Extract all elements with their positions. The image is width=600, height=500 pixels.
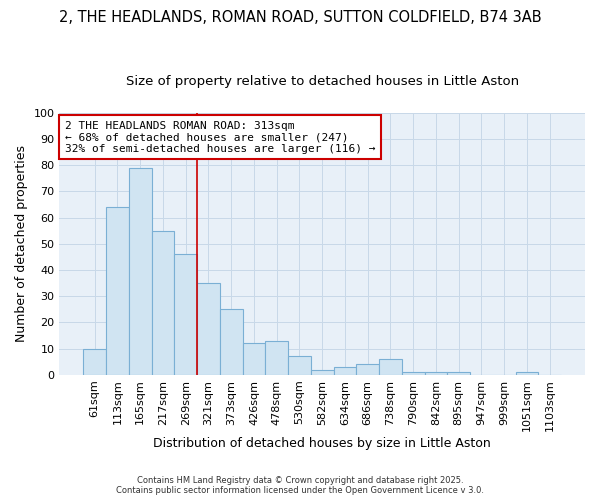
Bar xyxy=(83,348,106,375)
Bar xyxy=(288,356,311,375)
Bar xyxy=(515,372,538,375)
Bar xyxy=(311,370,334,375)
Bar xyxy=(175,254,197,375)
Title: Size of property relative to detached houses in Little Aston: Size of property relative to detached ho… xyxy=(125,75,519,88)
Bar xyxy=(356,364,379,375)
Bar xyxy=(334,367,356,375)
Bar xyxy=(425,372,448,375)
Y-axis label: Number of detached properties: Number of detached properties xyxy=(15,146,28,342)
Bar xyxy=(448,372,470,375)
Bar xyxy=(106,207,129,375)
Bar xyxy=(197,283,220,375)
Bar xyxy=(379,359,402,375)
Bar xyxy=(220,310,242,375)
X-axis label: Distribution of detached houses by size in Little Aston: Distribution of detached houses by size … xyxy=(154,437,491,450)
Bar xyxy=(152,230,175,375)
Text: Contains HM Land Registry data © Crown copyright and database right 2025.
Contai: Contains HM Land Registry data © Crown c… xyxy=(116,476,484,495)
Text: 2, THE HEADLANDS, ROMAN ROAD, SUTTON COLDFIELD, B74 3AB: 2, THE HEADLANDS, ROMAN ROAD, SUTTON COL… xyxy=(59,10,541,25)
Bar xyxy=(265,341,288,375)
Text: 2 THE HEADLANDS ROMAN ROAD: 313sqm
← 68% of detached houses are smaller (247)
32: 2 THE HEADLANDS ROMAN ROAD: 313sqm ← 68%… xyxy=(65,120,375,154)
Bar xyxy=(402,372,425,375)
Bar xyxy=(242,344,265,375)
Bar xyxy=(129,168,152,375)
